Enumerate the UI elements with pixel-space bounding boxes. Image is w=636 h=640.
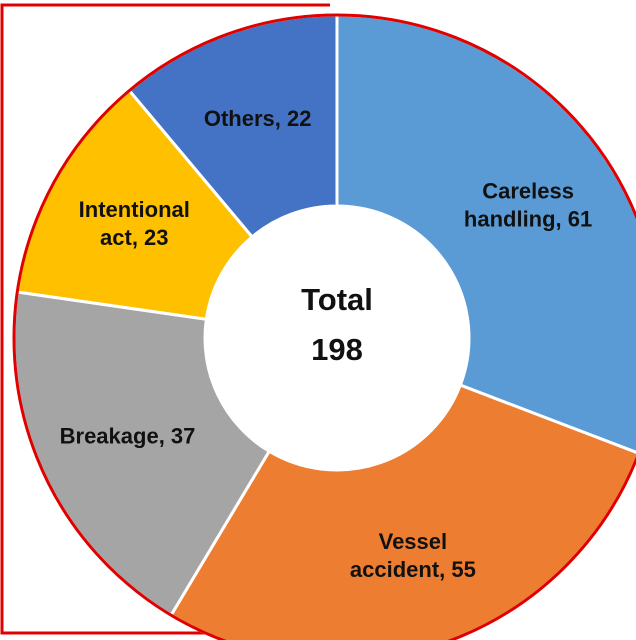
center-total: 198 xyxy=(311,332,363,367)
slice-label: Vessel accident, 55 xyxy=(350,529,476,582)
slice-label: Careless handling, 61 xyxy=(464,178,592,231)
frame xyxy=(0,3,330,635)
ring-outline xyxy=(12,13,636,640)
center-label: Total xyxy=(301,282,373,317)
slice-label: Intentional act, 23 xyxy=(79,197,190,250)
slice-label: Others, 22 xyxy=(204,106,312,131)
slice-label: Breakage, 37 xyxy=(60,424,196,449)
slice xyxy=(335,13,636,454)
slices xyxy=(12,13,636,640)
